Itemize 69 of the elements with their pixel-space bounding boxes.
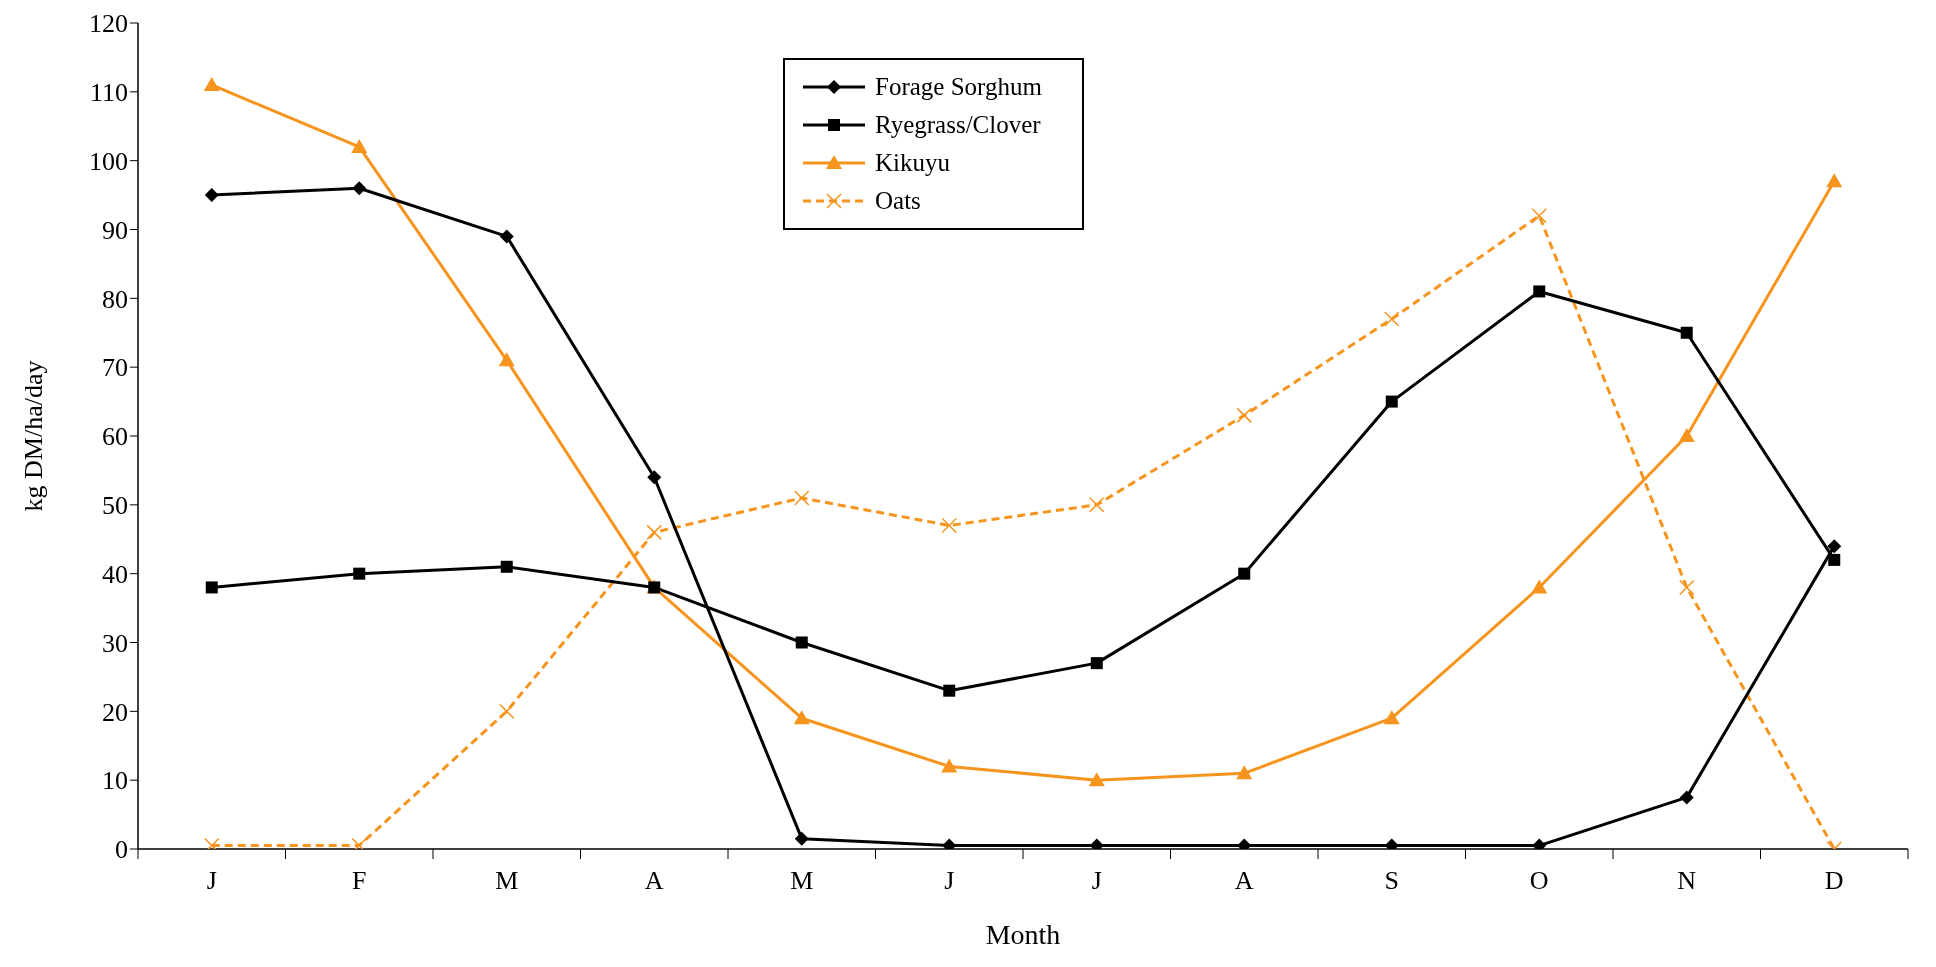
point <box>1531 579 1548 594</box>
legend-label: Kikuyu <box>875 149 950 177</box>
point <box>793 710 810 725</box>
y-tick-label: 90 <box>102 215 128 245</box>
point <box>794 831 809 846</box>
point <box>647 470 662 485</box>
point <box>1826 173 1843 188</box>
y-tick-label: 60 <box>102 422 128 452</box>
y-tick-label: 20 <box>102 697 128 727</box>
legend-label: Ryegrass/Clover <box>875 111 1041 139</box>
x-tick-label: A <box>644 866 664 895</box>
y-tick-label: 80 <box>102 284 128 314</box>
x-tick-label: S <box>1384 866 1399 895</box>
y-tick-label: 110 <box>89 78 128 108</box>
x-tick-label: J <box>1091 866 1102 895</box>
point <box>1383 710 1400 725</box>
point <box>1385 395 1398 408</box>
x-tick-label: F <box>352 866 367 895</box>
x-tick-label: N <box>1677 866 1697 895</box>
x-axis-title: Month <box>985 919 1061 950</box>
point <box>943 684 956 697</box>
point <box>1090 657 1103 670</box>
point <box>941 758 958 773</box>
point <box>1088 772 1105 787</box>
x-tick-label: D <box>1824 866 1844 895</box>
point <box>795 636 808 649</box>
x-tick-label: A <box>1234 866 1254 895</box>
y-tick-label: 100 <box>89 146 128 176</box>
x-tick-label: M <box>790 866 814 895</box>
y-tick-label: 120 <box>89 9 128 39</box>
point <box>203 76 220 91</box>
y-tick-label: 40 <box>102 559 128 589</box>
x-tick-label: O <box>1529 866 1549 895</box>
point <box>1679 579 1695 596</box>
point <box>1089 497 1105 513</box>
x-tick-label: J <box>206 866 217 895</box>
point <box>1828 553 1841 566</box>
point <box>500 560 513 573</box>
y-tick-label: 10 <box>102 766 128 796</box>
point <box>1679 790 1694 805</box>
point <box>1531 207 1547 224</box>
point <box>498 352 515 367</box>
point <box>352 181 367 196</box>
legend-label: Oats <box>875 187 921 215</box>
point <box>1533 285 1546 298</box>
point <box>941 517 957 534</box>
point <box>1678 428 1695 442</box>
point <box>1236 407 1252 424</box>
point <box>1827 539 1842 554</box>
point <box>1236 765 1253 780</box>
point <box>499 229 514 244</box>
y-tick-label: 0 <box>115 835 128 865</box>
point <box>1238 567 1251 580</box>
point <box>499 703 515 720</box>
legend-label: Forage Sorghum <box>875 73 1042 101</box>
x-tick-label: M <box>495 866 519 895</box>
point <box>646 524 662 541</box>
point <box>351 138 368 153</box>
point <box>1680 326 1693 339</box>
y-tick-label: 50 <box>102 491 128 521</box>
point <box>794 490 810 506</box>
point <box>204 188 219 203</box>
y-axis-title: kg DM/ha/day <box>19 360 49 512</box>
y-tick-label: 70 <box>102 353 128 383</box>
point <box>1384 311 1400 327</box>
y-tick-label: 30 <box>102 628 128 658</box>
point <box>353 567 366 580</box>
point <box>205 581 218 594</box>
x-tick-label: J <box>944 866 955 895</box>
